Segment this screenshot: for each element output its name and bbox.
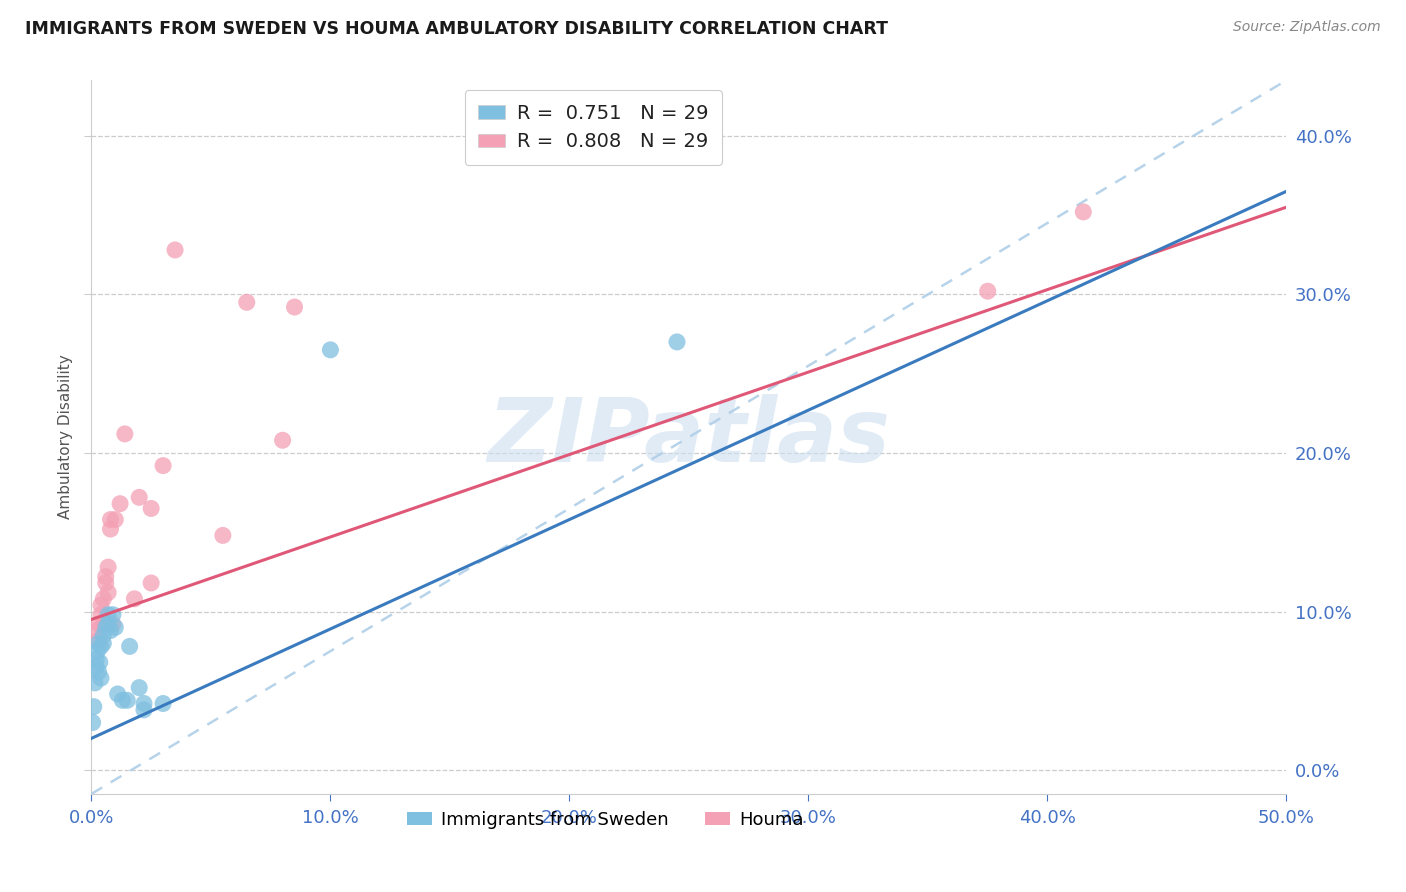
Text: IMMIGRANTS FROM SWEDEN VS HOUMA AMBULATORY DISABILITY CORRELATION CHART: IMMIGRANTS FROM SWEDEN VS HOUMA AMBULATO…: [25, 20, 889, 37]
Point: [284, 300, 307, 314]
Point: [118, 640, 141, 654]
Point: [87, 617, 110, 632]
Point: [90, 671, 112, 685]
Point: [115, 693, 138, 707]
Point: [101, 607, 124, 622]
Point: [97, 617, 120, 632]
Point: [132, 697, 155, 711]
Point: [152, 697, 174, 711]
Point: [124, 591, 146, 606]
Point: [128, 491, 150, 505]
Point: [94, 576, 117, 591]
Point: [211, 528, 233, 542]
Point: [90, 607, 112, 622]
Point: [94, 569, 117, 583]
Point: [90, 598, 112, 612]
Point: [976, 284, 998, 298]
Point: [93, 617, 114, 632]
Point: [97, 560, 120, 574]
Point: [87, 665, 110, 679]
Point: [93, 628, 114, 642]
Point: [107, 687, 129, 701]
Point: [93, 636, 114, 650]
Y-axis label: Ambulatory Disability: Ambulatory Disability: [58, 355, 73, 519]
Point: [235, 295, 259, 310]
Point: [84, 676, 107, 690]
Point: [128, 681, 150, 695]
Point: [132, 703, 155, 717]
Point: [93, 591, 114, 606]
Point: [87, 633, 110, 648]
Point: [84, 660, 107, 674]
Point: [1071, 205, 1094, 219]
Point: [108, 497, 131, 511]
Point: [114, 426, 136, 441]
Text: ZIPatlas: ZIPatlas: [488, 393, 890, 481]
Point: [82, 715, 104, 730]
Point: [100, 512, 122, 526]
Point: [111, 693, 134, 707]
Point: [87, 636, 110, 650]
Point: [97, 607, 120, 622]
Point: [89, 655, 111, 669]
Point: [104, 620, 127, 634]
Point: [271, 434, 294, 448]
Point: [84, 652, 107, 666]
Point: [101, 617, 124, 632]
Point: [83, 699, 105, 714]
Point: [152, 458, 174, 473]
Point: [141, 501, 162, 516]
Text: Source: ZipAtlas.com: Source: ZipAtlas.com: [1233, 20, 1381, 34]
Point: [100, 522, 122, 536]
Point: [86, 644, 108, 658]
Legend: Immigrants from Sweden, Houma: Immigrants from Sweden, Houma: [399, 804, 811, 836]
Point: [141, 576, 162, 591]
Point: [104, 512, 127, 526]
Point: [94, 620, 117, 634]
Point: [163, 243, 186, 257]
Point: [666, 334, 689, 349]
Point: [84, 624, 107, 638]
Point: [100, 624, 122, 638]
Point: [97, 585, 120, 599]
Point: [319, 343, 342, 357]
Point: [90, 640, 112, 654]
